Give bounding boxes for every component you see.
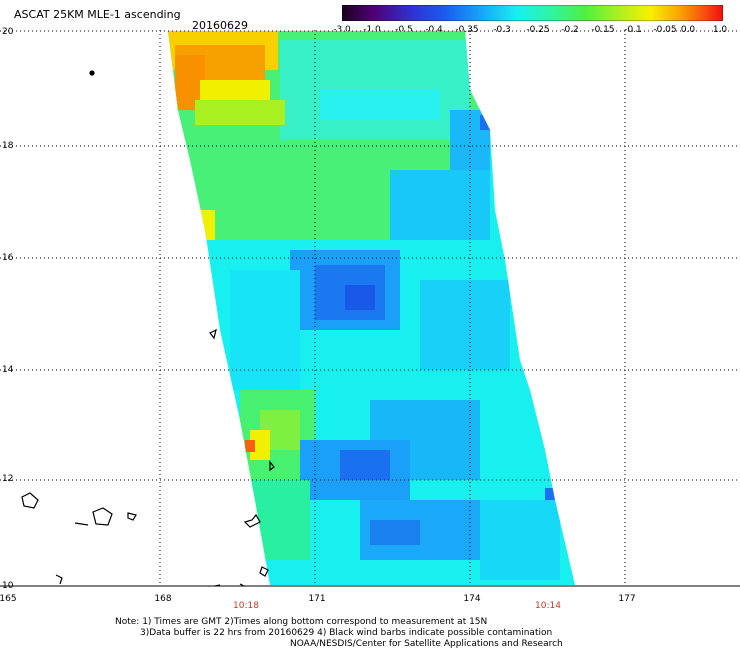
x-label-168: 168: [154, 594, 172, 604]
note-line-3: NOAA/NESDIS/Center for Satellite Applica…: [290, 639, 563, 649]
product-title: ASCAT 25KM MLE-1 ascending: [14, 8, 181, 21]
swath-map: [0, 30, 740, 587]
colorbar-label: -0.25: [526, 25, 550, 35]
colorbar: [342, 5, 723, 21]
pass-time-right: 10:14: [535, 601, 561, 611]
colorbar-label: 1.0: [712, 25, 728, 35]
y-label-20: 20: [2, 27, 14, 37]
x-label-174: 174: [463, 594, 481, 604]
colorbar-label: -0.1: [624, 25, 642, 35]
grid-lines: [0, 30, 740, 586]
island-outlines: [21, 70, 275, 587]
colorbar-label: -3.0: [333, 25, 351, 35]
colorbar-label: -0.15: [591, 25, 615, 35]
y-label-10: 10: [2, 581, 14, 591]
colorbar-label: -0.2: [561, 25, 579, 35]
colorbar-label: -0.35: [455, 25, 479, 35]
colorbar-label: -0.05: [653, 25, 677, 35]
colorbar-label: -0.5: [395, 25, 413, 35]
colorbar-label: 0.0: [680, 25, 696, 35]
x-label-171: 171: [308, 594, 326, 604]
y-label-12: 12: [2, 474, 14, 484]
y-label-16: 16: [2, 253, 14, 263]
x-label-165: 165: [0, 594, 17, 604]
note-line-1: Note: 1) Times are GMT 2)Times along bot…: [115, 617, 488, 627]
product-date: 20160629: [192, 19, 248, 32]
wind-swath: [168, 31, 575, 585]
y-label-14: 14: [2, 365, 14, 375]
x-label-177: 177: [618, 594, 636, 604]
y-label-18: 18: [2, 141, 14, 151]
colorbar-labels: -3.0 -1.0 -0.5 -0.4 -0.35 -0.3 -0.25 -0.…: [330, 25, 735, 37]
colorbar-label: -0.3: [493, 25, 511, 35]
colorbar-label: -1.0: [363, 25, 381, 35]
colorbar-label: -0.4: [425, 25, 443, 35]
pass-time-left: 10:18: [233, 601, 259, 611]
note-line-2: 3)Data buffer is 22 hrs from 20160629 4)…: [140, 628, 553, 638]
